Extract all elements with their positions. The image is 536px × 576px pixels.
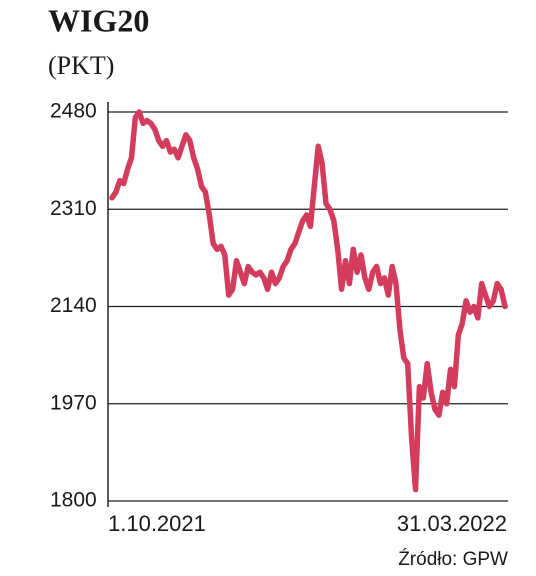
- y-tick-label: 1800: [50, 489, 97, 512]
- source: Źródło: GPW: [398, 549, 508, 570]
- data-line: [109, 109, 508, 493]
- x-tick-label: 31.03.2022: [397, 511, 507, 536]
- y-tick-label: 2480: [50, 100, 97, 123]
- y-tick-label: 1970: [50, 391, 97, 414]
- x-tick-label: 1.10.2021: [108, 511, 206, 536]
- chart-subtitle: (PKT): [48, 51, 114, 80]
- y-tick-label: 2310: [50, 197, 97, 220]
- chart-title: WIG20: [48, 2, 149, 38]
- y-tick-label: 2140: [50, 294, 97, 317]
